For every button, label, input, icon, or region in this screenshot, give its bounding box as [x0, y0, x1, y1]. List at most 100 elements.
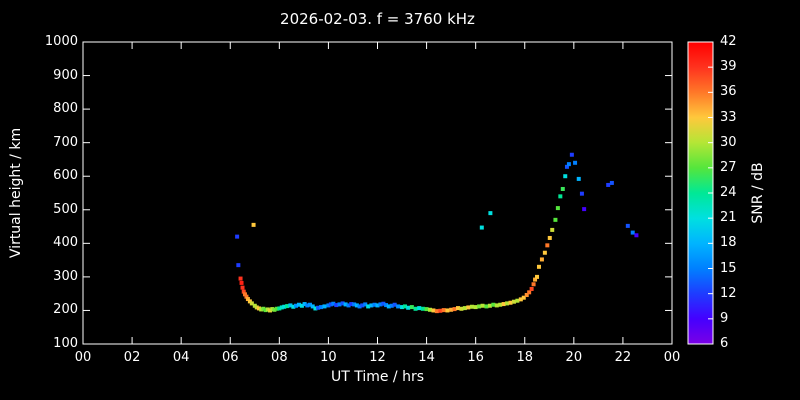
y-tick-label: 400: [53, 235, 78, 251]
y-tick-label: 600: [53, 168, 78, 184]
data-point: [346, 303, 351, 308]
x-tick-label: 08: [271, 350, 288, 365]
y-tick-label: 200: [53, 302, 78, 318]
data-point: [402, 304, 407, 309]
data-point: [372, 302, 377, 307]
data-point: [480, 303, 485, 308]
y-tick-label: 700: [53, 134, 78, 150]
data-point: [389, 303, 394, 308]
data-point: [473, 305, 478, 310]
data-point: [299, 303, 304, 308]
colorbar-tick-label: 12: [720, 285, 737, 301]
data-point: [420, 306, 425, 311]
data-point: [441, 308, 446, 313]
colorbar-tick-label: 21: [720, 210, 737, 226]
data-point: [563, 174, 568, 179]
data-point: [479, 225, 484, 230]
data-point: [272, 307, 277, 312]
x-tick-label: 10: [320, 350, 337, 365]
data-point: [245, 297, 250, 302]
data-point: [469, 304, 474, 309]
data-point: [354, 303, 359, 308]
x-tick-label: 02: [123, 350, 141, 365]
data-point: [282, 304, 287, 309]
data-point: [625, 223, 630, 228]
data-point: [466, 305, 471, 310]
data-point: [288, 303, 293, 308]
colorbar-tick-label: 36: [720, 84, 737, 100]
data-point: [326, 303, 331, 308]
data-point: [369, 303, 374, 308]
data-point: [533, 277, 538, 282]
data-point: [579, 191, 584, 196]
data-point: [452, 307, 457, 312]
data-point: [251, 222, 256, 227]
colorbar-tick-label: 39: [720, 59, 737, 75]
data-point: [609, 180, 614, 185]
data-point: [279, 305, 284, 310]
data-point: [242, 292, 247, 297]
data-point: [606, 182, 611, 187]
data-point: [396, 304, 401, 309]
data-point: [498, 302, 503, 307]
data-point: [484, 304, 489, 309]
data-point: [239, 280, 244, 285]
data-point: [244, 294, 249, 299]
data-point: [302, 302, 307, 307]
colorbar-tick-label: 27: [720, 159, 737, 175]
data-point: [531, 282, 536, 287]
data-point: [363, 302, 368, 307]
data-point: [235, 234, 240, 239]
data-point: [392, 302, 397, 307]
data-point: [236, 263, 241, 268]
data-point: [505, 301, 510, 306]
data-point: [256, 306, 261, 311]
colorbar-tick-label: 6: [720, 336, 729, 351]
data-point: [438, 308, 443, 313]
data-point: [270, 307, 275, 312]
data-point: [539, 257, 544, 262]
colorbar-tick-label: 24: [720, 185, 737, 200]
data-point: [294, 303, 299, 308]
data-point: [285, 304, 290, 309]
y-tick-label: 300: [53, 268, 78, 284]
colorbar-tick-label: 42: [720, 34, 737, 49]
data-point: [241, 289, 246, 294]
colorbar-tick-label: 9: [720, 310, 729, 326]
data-point: [515, 298, 520, 303]
x-tick-label: 12: [369, 350, 386, 365]
data-point: [322, 304, 327, 309]
data-point: [360, 303, 365, 308]
y-tick-label: 900: [53, 67, 78, 83]
x-tick-label: 20: [565, 350, 583, 365]
data-point: [582, 207, 587, 212]
data-point: [494, 303, 499, 308]
data-point: [434, 309, 439, 314]
data-point: [477, 304, 482, 309]
data-point: [576, 176, 581, 181]
colorbar-tick-label: 15: [720, 260, 737, 276]
data-point: [536, 264, 541, 269]
y-tick-label: 800: [53, 101, 78, 117]
data-point: [400, 305, 405, 310]
data-point: [259, 307, 264, 312]
data-point: [573, 160, 578, 165]
data-point: [263, 308, 268, 313]
data-point: [566, 162, 571, 167]
data-point: [406, 305, 411, 310]
x-tick-label: 04: [172, 350, 190, 365]
data-point: [524, 293, 529, 298]
data-point: [529, 286, 534, 291]
data-point: [542, 250, 547, 255]
data-point: [428, 307, 433, 312]
data-point: [462, 306, 467, 311]
data-point: [547, 235, 552, 240]
data-point: [487, 303, 492, 308]
x-tick-label: 22: [614, 350, 632, 365]
data-point: [337, 302, 342, 307]
data-point: [334, 303, 339, 308]
data-point: [357, 304, 362, 309]
data-point: [316, 305, 321, 310]
data-point: [249, 301, 254, 306]
